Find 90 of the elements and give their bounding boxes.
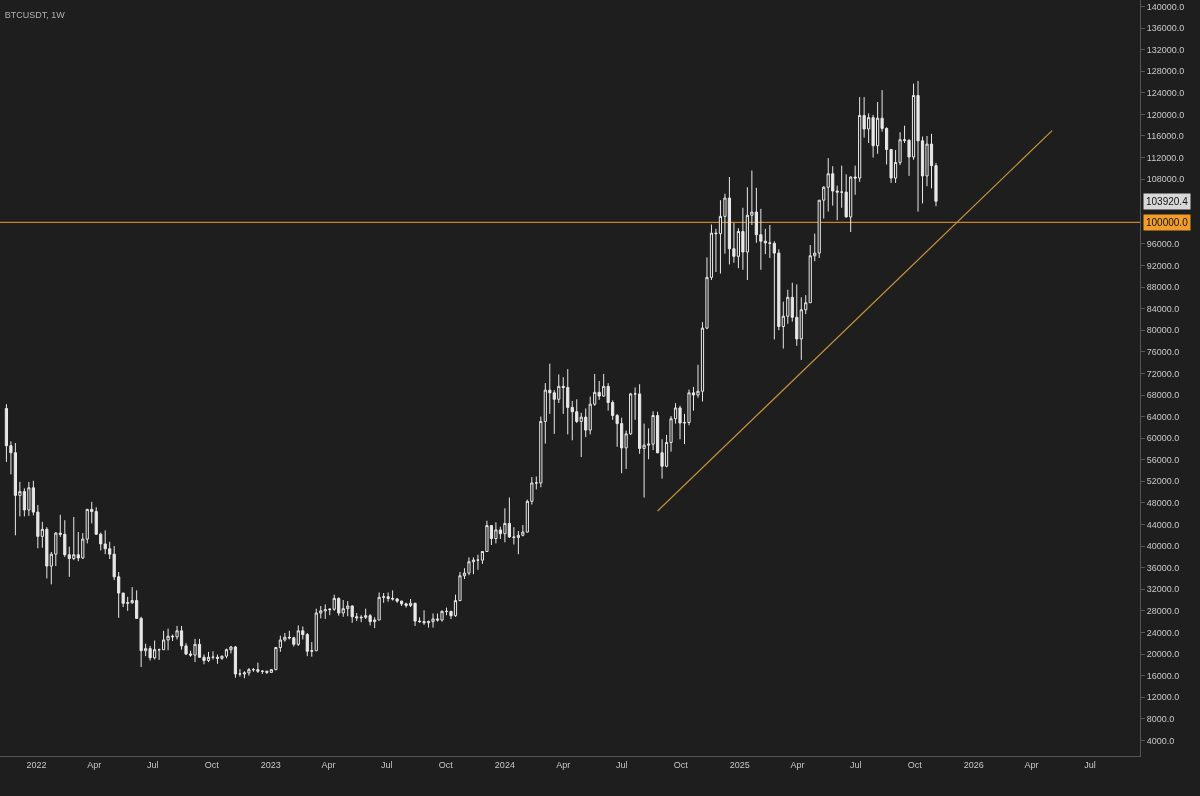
candlestick	[404, 602, 408, 609]
y-tick-label: 4000.0	[1146, 735, 1175, 746]
y-tick-label: 108000.0	[1146, 174, 1185, 185]
candlestick	[27, 481, 31, 517]
candlestick	[157, 648, 161, 661]
candlestick	[476, 554, 480, 571]
candlestick	[224, 648, 229, 659]
y-tick-label: 36000.0	[1146, 562, 1180, 573]
candlestick	[166, 628, 170, 651]
candlestick	[161, 630, 166, 651]
candlestick	[206, 651, 211, 663]
candlestick	[211, 650, 215, 660]
x-tick-label: Jul	[381, 759, 393, 770]
y-tick-label: 112000.0	[1146, 152, 1184, 163]
y-tick-label: 48000.0	[1146, 498, 1180, 509]
y-tick-label: 16000.0	[1146, 670, 1180, 681]
candlestick	[916, 80, 920, 213]
candlestick	[467, 556, 471, 576]
candlestick	[193, 638, 197, 663]
y-tick-label: 60000.0	[1146, 433, 1180, 444]
candlestick	[341, 599, 345, 618]
candlestick	[678, 405, 682, 440]
y-tick-label: 84000.0	[1146, 303, 1180, 314]
x-tick-label: Oct	[438, 759, 454, 770]
candlestick	[440, 609, 444, 623]
text: 103920.4	[1146, 196, 1189, 207]
y-tick-label: 88000.0	[1146, 282, 1180, 293]
candlestick	[256, 662, 260, 674]
y-tick-label: 128000.0	[1146, 66, 1185, 77]
y-tick-label: 132000.0	[1146, 44, 1185, 55]
x-tick-label: Jul	[615, 759, 628, 770]
candlestick	[727, 176, 732, 265]
x-tick-label: 2024	[494, 759, 515, 770]
x-tick-label: 2025	[729, 759, 750, 770]
y-tick-label: 56000.0	[1146, 454, 1180, 465]
y-tick-label: 116000.0	[1146, 131, 1184, 142]
y-tick-label: 44000.0	[1146, 519, 1180, 530]
candlestick	[103, 529, 107, 555]
candlestick	[179, 625, 184, 651]
candlestick	[413, 602, 417, 627]
y-tick-label: 24000.0	[1146, 627, 1180, 638]
candlestick	[431, 613, 435, 629]
y-tick-label: 72000.0	[1146, 368, 1180, 379]
y-tick-label: 40000.0	[1146, 541, 1180, 552]
y-tick-label: 140000.0	[1146, 1, 1185, 12]
y-tick-label: 64000.0	[1146, 411, 1180, 422]
candlestick	[242, 670, 247, 679]
x-tick-label: Apr	[556, 759, 571, 770]
y-tick-label: 68000.0	[1146, 390, 1180, 401]
candlestick	[238, 668, 242, 678]
y-tick-label: 52000.0	[1146, 476, 1180, 487]
y-tick-label: 8000.0	[1146, 713, 1175, 724]
candlestick	[422, 609, 426, 626]
y-tick-label: 12000.0	[1146, 692, 1180, 703]
candlestick	[148, 645, 152, 661]
y-tick-label: 124000.0	[1146, 87, 1185, 98]
x-tick-label: Jul	[850, 759, 862, 770]
x-tick-label: Oct	[907, 759, 923, 770]
ref-line-label: 100000.0	[1146, 217, 1189, 228]
candlestick	[247, 667, 251, 677]
candlestick	[471, 556, 476, 575]
candlestick	[386, 592, 390, 603]
x-tick-label: Apr	[790, 759, 805, 770]
candlestick	[233, 645, 238, 679]
x-tick-label: 2026	[963, 759, 984, 770]
y-tick-label: 92000.0	[1146, 260, 1180, 271]
y-tick-label: 80000.0	[1146, 325, 1180, 336]
y-tick-label: 20000.0	[1146, 649, 1180, 660]
x-tick-label: Apr	[321, 759, 336, 770]
candlestick	[368, 613, 372, 626]
candlestick	[633, 386, 637, 421]
y-tick-label: 136000.0	[1146, 23, 1185, 34]
candlestick	[494, 521, 498, 544]
x-tick-label: Apr	[87, 759, 102, 770]
y-tick-label: 76000.0	[1146, 346, 1180, 357]
x-tick-label: Oct	[204, 759, 220, 770]
x-tick-label: Oct	[673, 759, 689, 770]
x-tick-label: Jul	[1084, 759, 1096, 770]
y-tick-label: 28000.0	[1146, 605, 1180, 616]
candlestick	[350, 604, 354, 624]
x-tick-label: Jul	[146, 759, 159, 770]
x-tick-label: Apr	[1024, 759, 1039, 770]
y-tick-label: 120000.0	[1146, 109, 1185, 120]
y-tick-label: 96000.0	[1146, 239, 1180, 250]
x-tick-label: 2023	[260, 759, 281, 770]
text: BTCUSDT, 1W	[4, 10, 66, 21]
x-tick-label: 2022	[26, 759, 47, 770]
y-tick-label: 32000.0	[1146, 584, 1180, 595]
candlestick	[215, 654, 220, 665]
candlestick	[332, 594, 336, 612]
